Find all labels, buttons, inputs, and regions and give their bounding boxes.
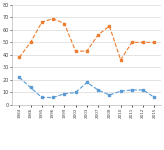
Favorable (41, 97, 43, 98)
Unfavorable (30, 41, 31, 43)
Favorable (120, 90, 122, 92)
Unfavorable (120, 59, 122, 61)
Favorable (142, 89, 144, 91)
Unfavorable (108, 25, 110, 27)
Favorable (30, 87, 31, 88)
Favorable (131, 89, 133, 91)
Unfavorable (154, 41, 155, 43)
Unfavorable (75, 50, 77, 52)
Unfavorable (86, 50, 88, 52)
Favorable (154, 97, 155, 98)
Unfavorable (63, 23, 65, 24)
Favorable (52, 97, 54, 98)
Favorable (18, 76, 20, 78)
Favorable (108, 94, 110, 96)
Unfavorable (18, 57, 20, 58)
Favorable (63, 93, 65, 95)
Unfavorable (97, 34, 99, 36)
Unfavorable (41, 21, 43, 23)
Line: Unfavorable: Unfavorable (18, 17, 156, 61)
Unfavorable (142, 41, 144, 43)
Line: Favorable: Favorable (18, 76, 156, 99)
Unfavorable (131, 41, 133, 43)
Favorable (86, 82, 88, 83)
Unfavorable (52, 18, 54, 20)
Favorable (97, 89, 99, 91)
Favorable (75, 92, 77, 93)
